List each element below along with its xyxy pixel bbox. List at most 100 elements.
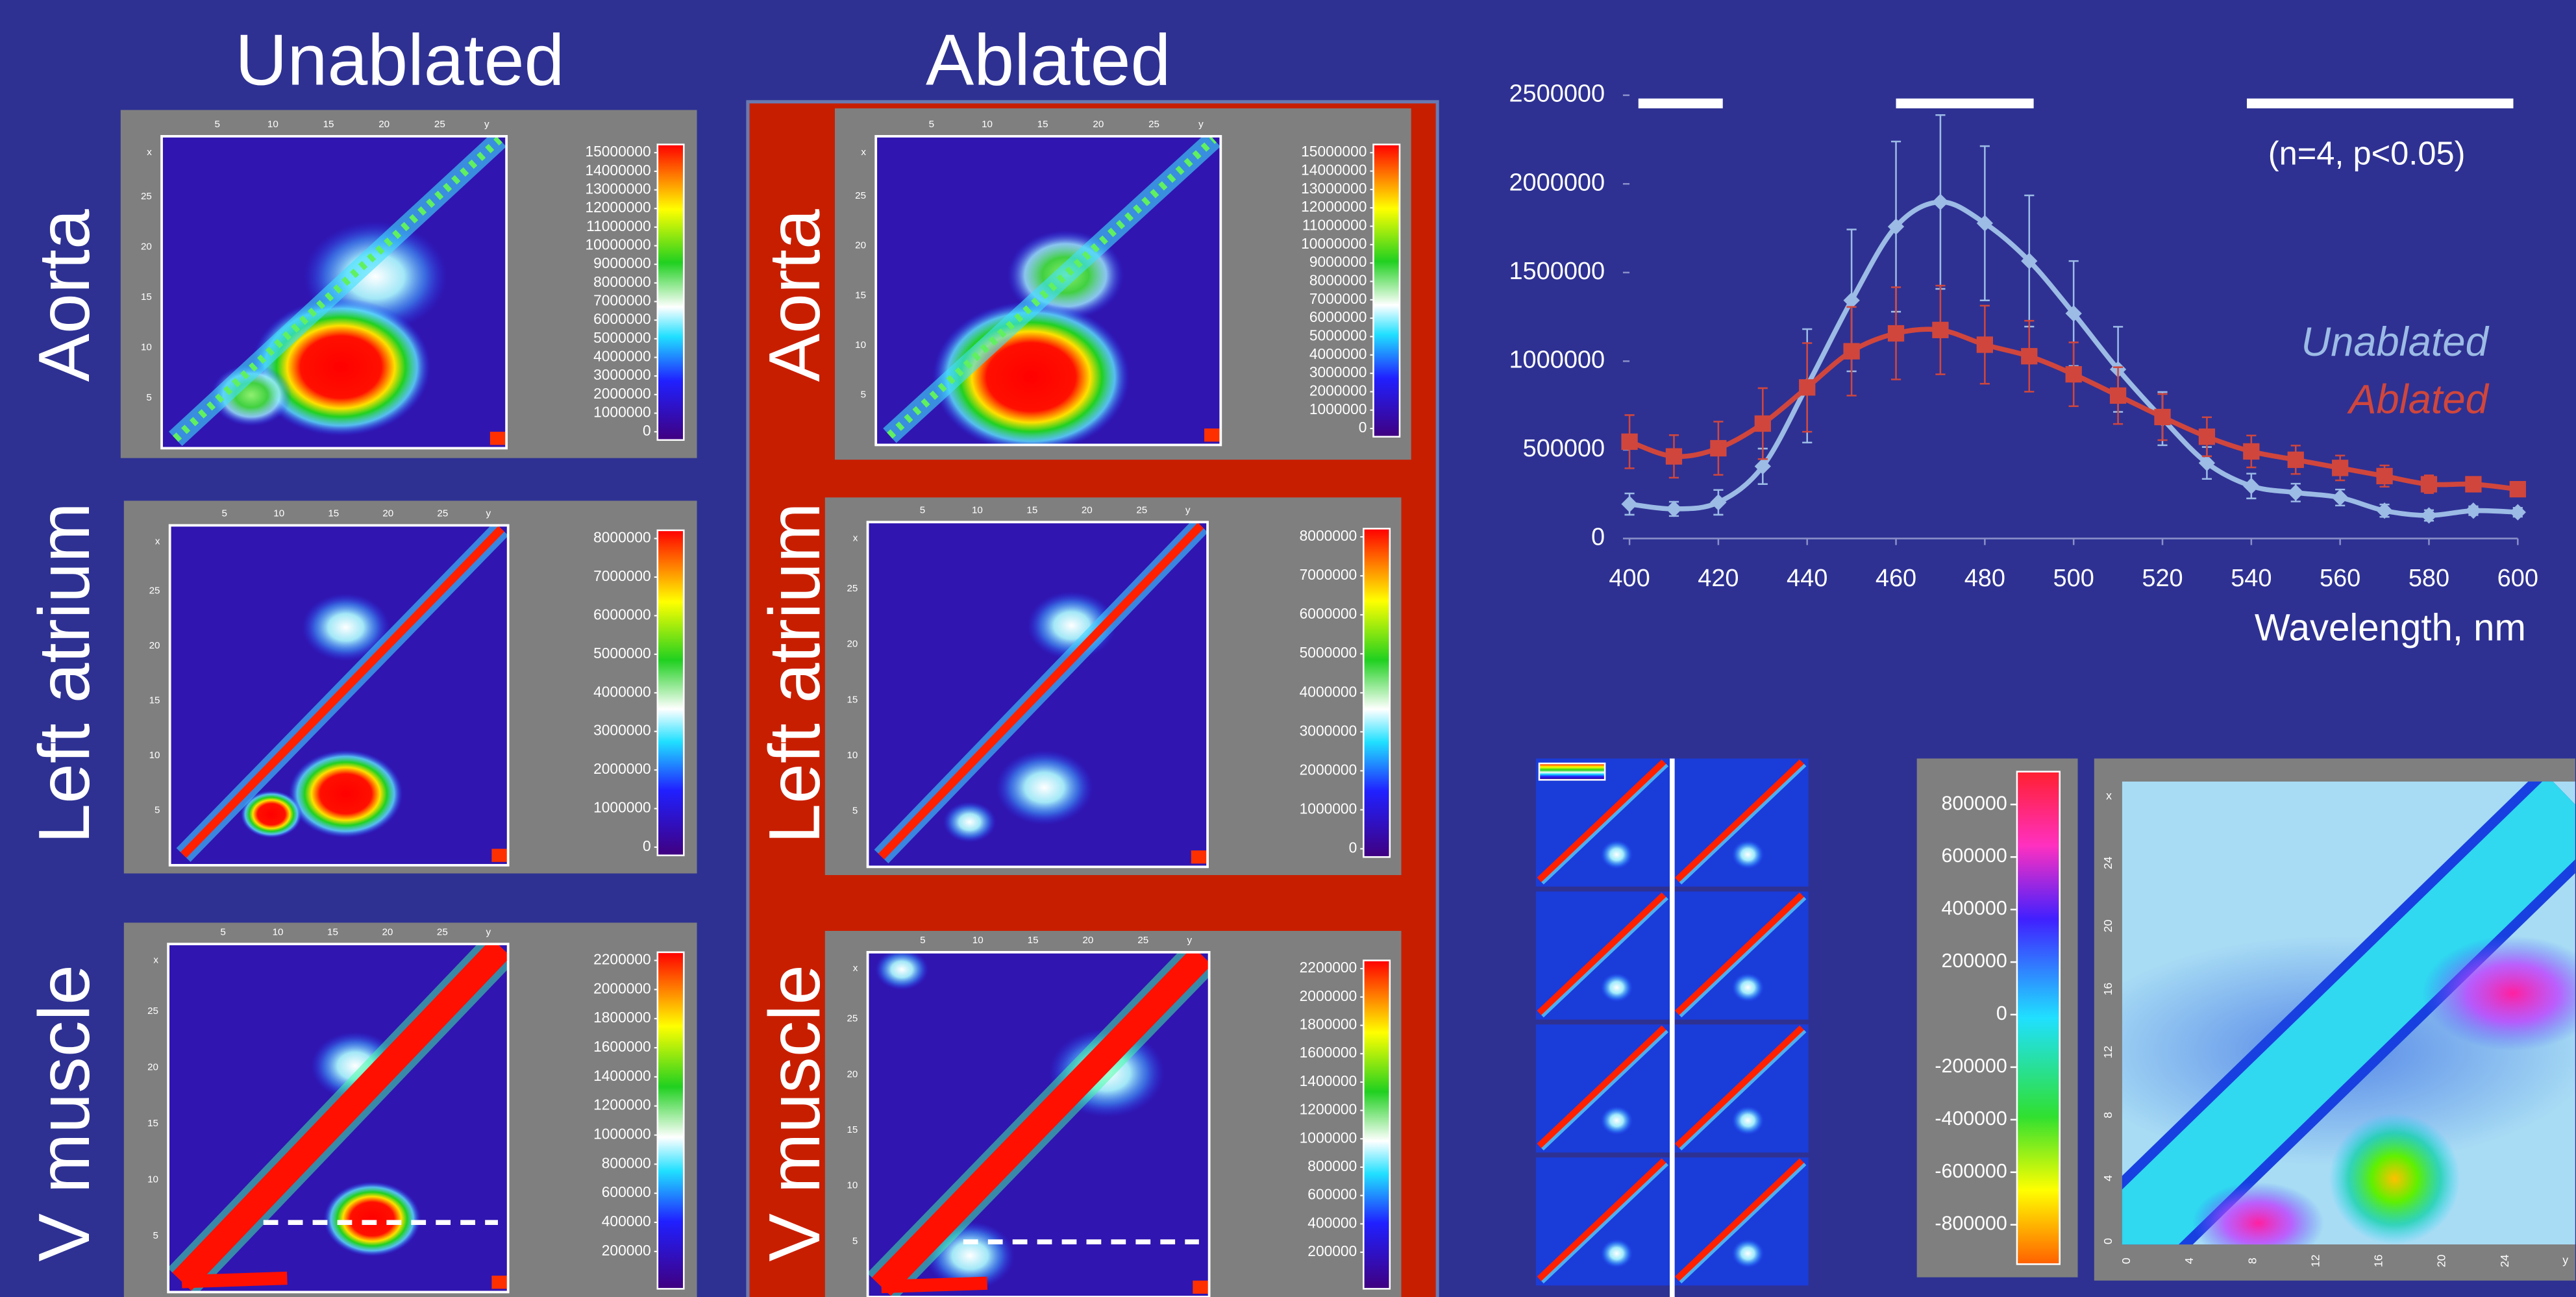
colorbar-tick-label: 2000000 <box>1309 382 1367 399</box>
panel-x-tick: 15 <box>1028 935 1039 946</box>
point-marker <box>1755 415 1771 432</box>
map-x-tick: 20 <box>2435 1254 2448 1267</box>
colorbar-tick-label: 15000000 <box>585 143 650 160</box>
colorbar-tick-label: 3000000 <box>593 722 651 739</box>
map-axis-label: y <box>2562 1254 2568 1266</box>
colorbar-tick-label: 3000000 <box>593 366 651 383</box>
panel-x-tick: 5 <box>221 508 227 519</box>
panel-x-tick: 10 <box>982 119 993 130</box>
legend-entry: Unablated <box>2301 319 2490 365</box>
colorbar-tick-label: 12000000 <box>1301 198 1367 215</box>
point-marker <box>2376 468 2392 484</box>
colorbar <box>658 530 684 856</box>
heatmap-blob <box>289 750 403 837</box>
panel-x-tick: 25 <box>437 508 448 519</box>
point-marker <box>2199 428 2215 445</box>
panel-x-tick: 10 <box>972 935 984 946</box>
colorbar-tick-label: 4000000 <box>1300 683 1357 700</box>
panel-y-tick: 5 <box>153 1230 158 1241</box>
row-label: V muscle <box>754 965 835 1262</box>
thumbnail-blob <box>1731 1239 1765 1268</box>
colorbar-tick-label: 600000 <box>602 1183 651 1200</box>
colorbar-tick-label: 400000 <box>1307 1214 1357 1231</box>
heatmap <box>170 525 508 865</box>
panel-x-tick: 25 <box>434 119 445 130</box>
point-marker <box>2243 443 2259 460</box>
colorbar-tick-label: 13000000 <box>1301 180 1367 197</box>
row-label: Left atrium <box>754 502 835 844</box>
heatmap-panel: 551010151520202525yx20000040000060000080… <box>825 931 1402 1297</box>
point-marker <box>2465 476 2481 492</box>
colorbar <box>1363 528 1389 857</box>
thumbnail <box>1674 1157 1808 1285</box>
x-tick-label: 520 <box>2142 565 2183 592</box>
panel-x-tick: 5 <box>220 927 225 938</box>
point-marker <box>1888 325 1904 341</box>
x-tick-label: 440 <box>1787 565 1827 592</box>
y-tick-label: 2500000 <box>1509 80 1605 108</box>
panel-x-tick: 20 <box>1082 505 1093 516</box>
panel-y-tick: 25 <box>855 190 866 201</box>
colorbar-tick-label: 2200000 <box>1300 959 1357 976</box>
colorbar-tick-label: 9000000 <box>593 254 651 271</box>
panel-x-tick: 15 <box>328 508 339 519</box>
colorbar-tick-label: -800000 <box>1935 1213 2007 1235</box>
colorbar-tick-label: 800000 <box>602 1154 651 1171</box>
x-tick-label: 580 <box>2409 565 2449 592</box>
panel-x-tick: 15 <box>327 927 338 938</box>
colorbar <box>1363 961 1389 1289</box>
colorbar-tick-label: 1000000 <box>1300 800 1357 817</box>
panel-y-tick: 15 <box>149 695 160 706</box>
panel-x-tick: 15 <box>323 119 334 130</box>
panel-y-tick: 15 <box>141 291 152 303</box>
x-tick-label: 460 <box>1876 565 1916 592</box>
column-title: Ablated <box>926 19 1170 101</box>
colorbar-tick-label: 4000000 <box>1309 345 1367 362</box>
y-tick-label: 1500000 <box>1509 258 1605 285</box>
slide: Unablated Ablated AortaLeft atriumV musc… <box>0 0 2576 1297</box>
panel-axis-label: y <box>486 508 491 519</box>
colorbar-tick-label: 15000000 <box>1301 143 1367 160</box>
colorbar-tick-label: 5000000 <box>1300 644 1357 661</box>
panel-x-tick: 25 <box>1136 505 1147 516</box>
corner-spot <box>491 849 508 862</box>
thumbnail <box>1674 891 1808 1019</box>
x-tick-label: 480 <box>1964 565 2005 592</box>
colorbar-tick-label: 400000 <box>1942 898 2007 919</box>
colorbar-tick-label: 11000000 <box>586 217 651 234</box>
thumbnail-blob <box>1731 840 1765 870</box>
thumbnail-blob <box>1600 1106 1633 1135</box>
colorbar-tick-label: 200000 <box>1307 1242 1357 1259</box>
panel-axis-label: x <box>153 955 158 966</box>
heatmap-blob <box>323 1181 421 1256</box>
panel-axis-label: x <box>155 536 160 547</box>
map-y-tick: 16 <box>2101 983 2114 996</box>
point-marker <box>1666 448 1682 464</box>
corner-spot <box>490 432 506 445</box>
colorbar-tick-label: 2000000 <box>593 760 651 777</box>
point-marker <box>2332 460 2348 476</box>
page: {"columns":["Unablated","Ablated"], "row… <box>0 0 2576 1297</box>
colorbar-tick-label: 1000000 <box>593 404 651 421</box>
heatmap <box>168 944 508 1292</box>
heatmap <box>868 522 1208 867</box>
colorbar-tick-label: 200000 <box>602 1242 651 1259</box>
panel-y-tick: 15 <box>855 290 866 301</box>
panel-y-tick: 5 <box>852 806 858 817</box>
colorbar-tick-label: 12000000 <box>585 199 650 216</box>
row-label: Left atrium <box>23 502 105 844</box>
x-tick-label: 420 <box>1698 565 1739 592</box>
colorbar-tick-label: 600000 <box>1307 1186 1357 1203</box>
map-y-tick: 4 <box>2101 1175 2114 1181</box>
map-x-tick: 8 <box>2246 1257 2259 1264</box>
heatmap <box>876 136 1220 453</box>
x-tick-label: 400 <box>1609 565 1650 592</box>
colorbar-tick-label: 2000000 <box>1300 987 1357 1004</box>
point-marker <box>1621 434 1637 450</box>
colorbar-tick-label: 8000000 <box>593 529 651 546</box>
thumbnail-blob <box>1731 973 1765 1003</box>
panel-y-tick: 20 <box>141 241 152 252</box>
panel-axis-label: y <box>484 119 489 130</box>
x-tick-label: 560 <box>2320 565 2360 592</box>
panel-y-tick: 20 <box>847 639 858 650</box>
